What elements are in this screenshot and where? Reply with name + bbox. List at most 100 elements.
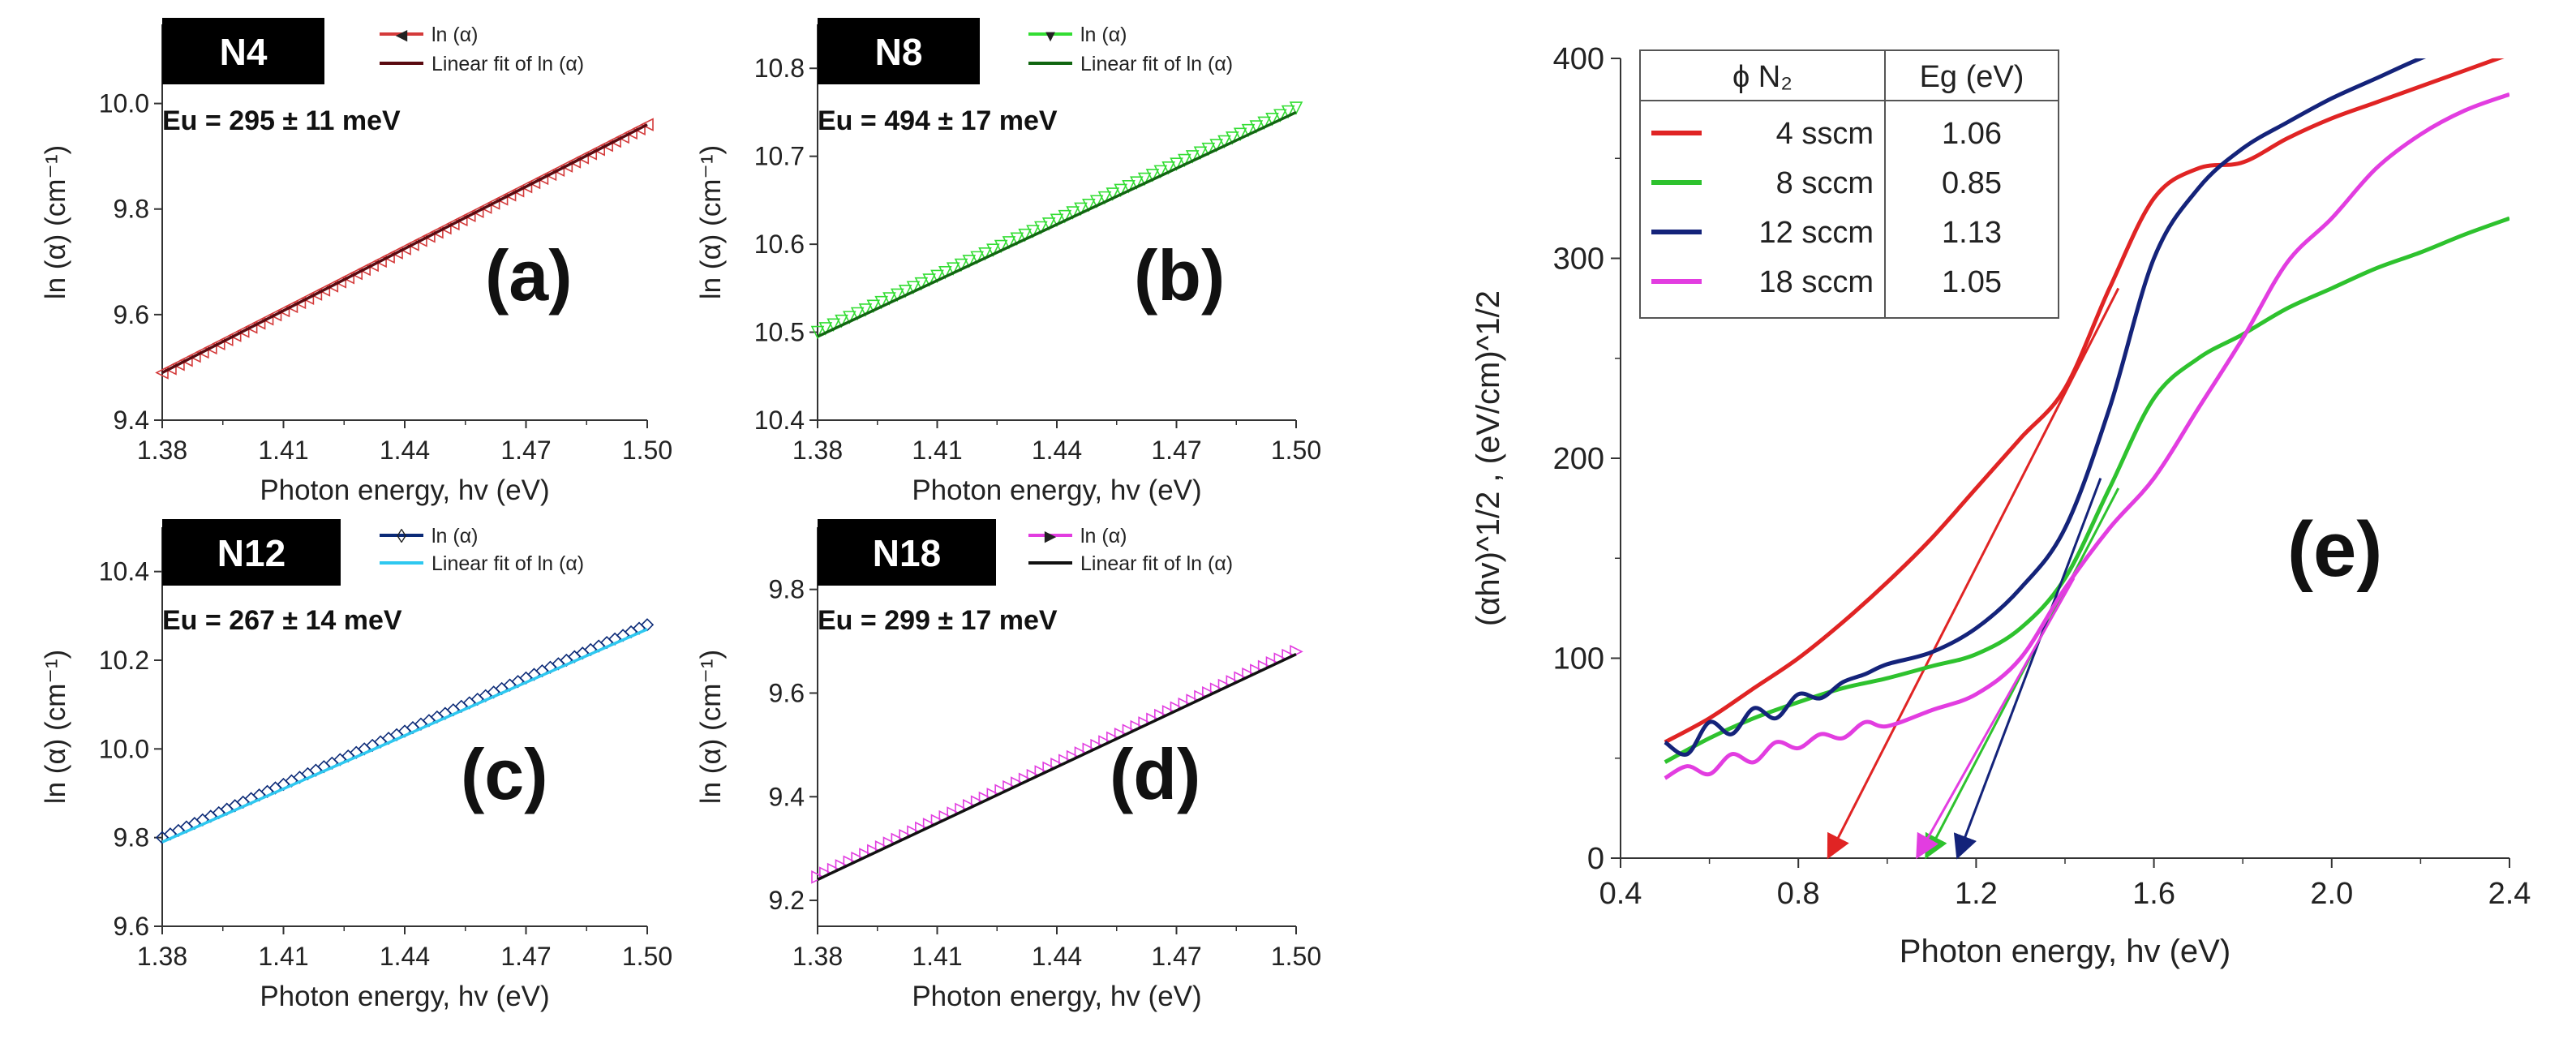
data-point-b: [1137, 172, 1152, 187]
y-tick-label-a: 9.4: [114, 406, 149, 435]
data-point-a: [535, 171, 549, 186]
y-tick-label-a: 10.0: [99, 89, 149, 118]
data-point-a: [430, 225, 444, 239]
data-markers-b: [810, 101, 1303, 340]
y-tick-label-b: 10.4: [754, 406, 805, 435]
data-point-b: [1106, 187, 1120, 201]
y-axis-title-d: ln (α) (cm⁻¹): [695, 650, 727, 804]
data-point-a: [219, 333, 234, 346]
y-tick-label-d: 9.6: [769, 678, 805, 707]
data-point-b: [810, 325, 825, 340]
eu-value-b: Eu = 494 ± 17 meV: [818, 105, 1058, 136]
plot-b: 1.38 1.41 1.44 1.47 1.50 10.4 10.5 10.6 10.7 10.8…: [695, 24, 1321, 506]
data-point-b: [906, 281, 921, 295]
plot-e: 0.4 0.8 1.2 1.6 2.0 2.4 0 100 200 300 400 Photon en…: [1470, 42, 2531, 969]
x-tick-label-e: 2.0: [2310, 877, 2353, 911]
data-point-b: [866, 299, 881, 314]
data-point-a: [559, 159, 573, 173]
x-tick-label-e: 1.6: [2132, 877, 2175, 911]
data-point-b: [882, 292, 896, 306]
data-point-b: [914, 277, 929, 291]
legend-table-header-phi: ϕ N₂: [1732, 60, 1792, 94]
panel-letter-e: (e): [2287, 506, 2382, 593]
y-tick-label-c: 10.2: [99, 646, 149, 675]
data-point-a: [227, 328, 242, 342]
y-tick-label-a: 9.8: [114, 195, 149, 224]
legend-a-fit-label: Linear fit of ln (α): [431, 53, 584, 75]
data-point-a: [204, 341, 217, 355]
y-tick-label-e: 200: [1553, 442, 1604, 476]
y-tick-label-c: 9.8: [114, 823, 149, 852]
legend-b-marker-icon: ▼: [1042, 28, 1058, 45]
legend-c: ◊ ln (α) Linear fit of ln (α): [380, 525, 584, 575]
data-point-b: [954, 258, 968, 273]
data-point-a: [494, 192, 509, 206]
data-point-a: [308, 287, 323, 301]
x-tick-label-d: 1.38: [792, 942, 843, 971]
data-point-b: [1217, 135, 1231, 149]
data-point-b: [891, 288, 904, 303]
badge-n12-label: N12: [217, 532, 286, 574]
badge-n4: [162, 18, 324, 84]
y-tick-label-d: 9.2: [769, 886, 805, 915]
legend-a: ◄ ln (α) Linear fit of ln (α): [380, 24, 584, 75]
data-point-a: [608, 134, 621, 148]
x-axis-title-c: Photon energy, hv (eV): [260, 981, 549, 1012]
x-tick-label-d: 1.47: [1151, 942, 1201, 971]
data-point-a: [163, 362, 177, 376]
panel-e: 0.4 0.8 1.2 1.6 2.0 2.4 0 100 200 300 400 Photon en…: [1470, 42, 2531, 969]
legend-d: ► ln (α) Linear fit of ln (α): [1028, 525, 1233, 575]
x-axis-title-d: Photon energy, hv (eV): [912, 981, 1201, 1012]
panel-letter-c: (c): [461, 734, 548, 814]
data-point-b: [938, 266, 952, 280]
x-tick-label-b: 1.50: [1271, 436, 1321, 465]
data-point-b: [1226, 131, 1239, 145]
data-point-b: [1026, 225, 1040, 238]
plot-a: 1.38 1.41 1.44 1.47 1.50 9.4 9.6 9.8 10.0 Photon …: [40, 24, 672, 506]
data-point-a: [567, 155, 582, 169]
x-tick-label-d: 1.41: [912, 942, 962, 971]
data-point-a: [268, 307, 282, 322]
data-point-a: [381, 250, 395, 264]
data-point-b: [1034, 221, 1048, 235]
panel-letter-d: (d): [1110, 734, 1200, 814]
legend-b-fit-label: Linear fit of ln (α): [1080, 53, 1233, 75]
data-point-a: [543, 167, 557, 182]
series-line-3: [1664, 92, 2509, 780]
data-point-a: [438, 221, 452, 235]
legend-row-label-1: 8 sccm: [1776, 166, 1874, 200]
data-point-b: [1066, 206, 1080, 220]
data-point-a: [292, 295, 307, 310]
legend-c-fit-label: Linear fit of ln (α): [431, 552, 584, 575]
data-point-a: [510, 183, 525, 198]
y-tick-label-b: 10.5: [754, 318, 805, 347]
data-point-b: [1273, 109, 1287, 123]
legend-table-header-eg: Eg (eV): [1920, 60, 2024, 94]
data-point-a: [155, 366, 169, 380]
data-point-b: [1281, 105, 1295, 119]
data-point-b: [835, 314, 848, 328]
data-point-a: [518, 179, 533, 194]
data-point-b: [1185, 150, 1200, 164]
data-point-b: [1050, 213, 1064, 228]
data-point-a: [333, 275, 347, 289]
y-tick-label-b: 10.6: [754, 230, 805, 259]
data-point-b: [1082, 199, 1096, 213]
data-point-b: [978, 247, 992, 261]
panel-d: 1.38 1.41 1.44 1.47 1.50 9.2 9.4 9.6 9.8 Photon e…: [695, 519, 1321, 1012]
data-point-b: [1145, 169, 1160, 182]
data-point-d: [811, 870, 825, 884]
data-point-a: [284, 299, 298, 314]
legend-row-eg-3: 1.05: [1942, 265, 2002, 299]
data-point-b: [1241, 123, 1256, 138]
panel-letter-b: (b): [1134, 235, 1225, 316]
data-point-b: [962, 255, 977, 268]
data-point-b: [1178, 153, 1191, 168]
x-tick-label-a: 1.44: [380, 436, 430, 465]
data-point-a: [251, 316, 266, 330]
data-point-b: [946, 262, 960, 276]
data-point-b: [1089, 195, 1104, 209]
panel-b: 1.38 1.41 1.44 1.47 1.50 10.4 10.5 10.6 10.7 10.8…: [695, 18, 1321, 506]
data-point-a: [406, 238, 419, 251]
